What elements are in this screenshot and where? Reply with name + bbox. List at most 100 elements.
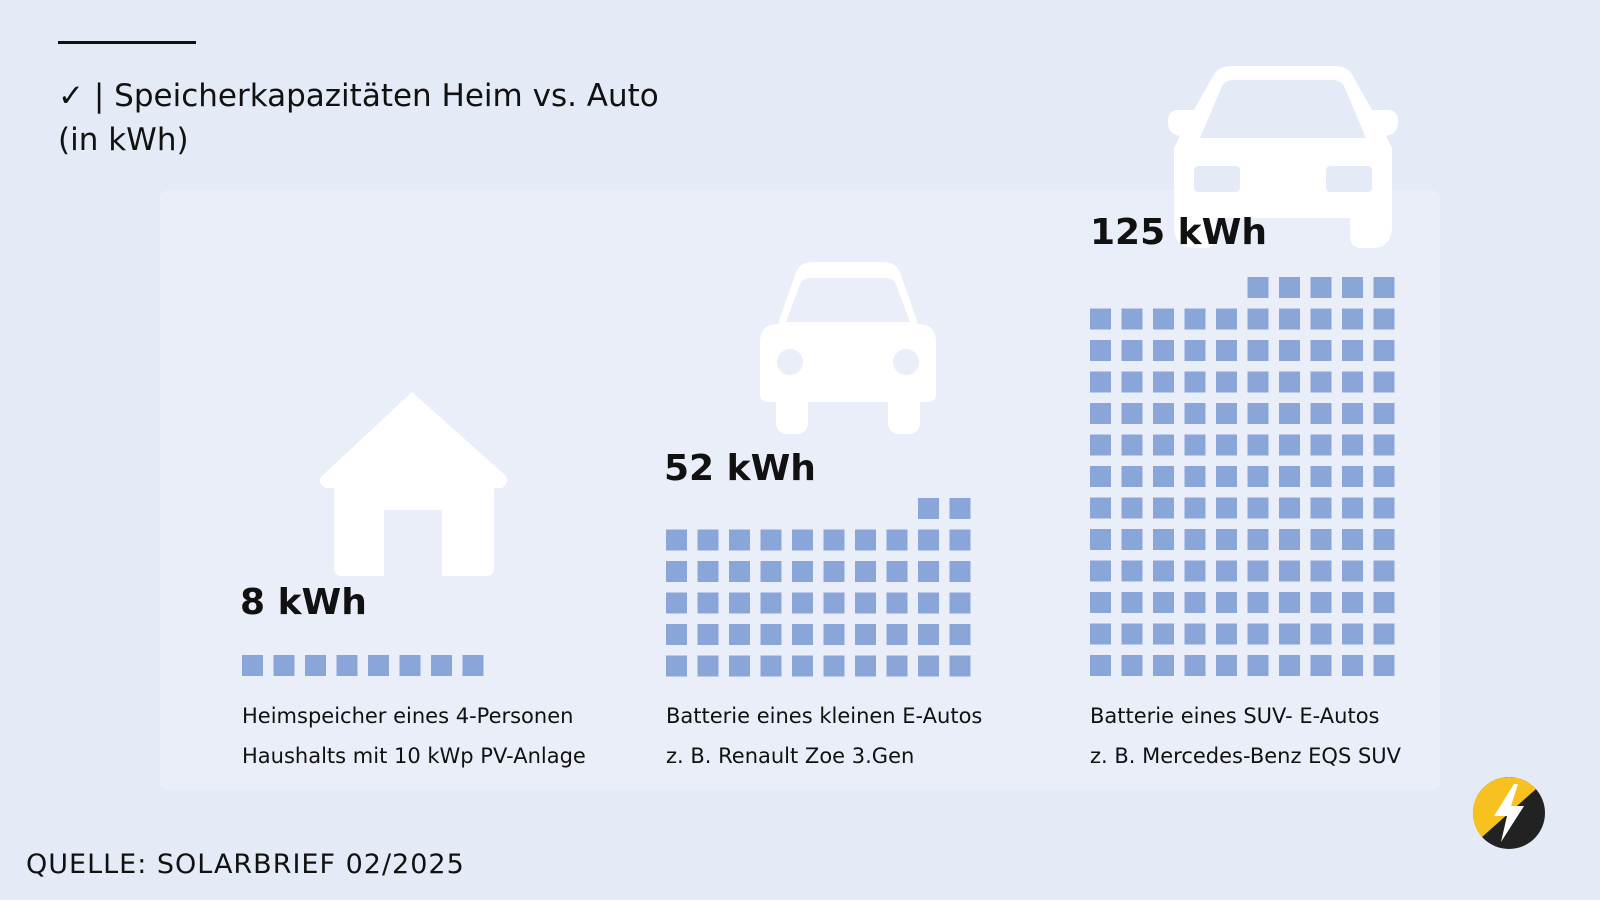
kwh-block-suv: [1216, 623, 1237, 645]
kwh-block-suv: [1310, 560, 1332, 582]
kwh-block-suv: [1342, 308, 1363, 330]
kwh-block-suv: [1153, 403, 1174, 424]
kwh-block-home: [431, 655, 452, 676]
kwh-block-suv: [1184, 592, 1206, 613]
kwh-block-suv: [1184, 434, 1206, 456]
kwh-block-suv: [1247, 655, 1269, 676]
kwh-block-small-car: [729, 623, 750, 645]
kwh-block-suv: [1342, 560, 1363, 582]
kwh-block-suv: [1090, 497, 1111, 519]
kwh-block-suv: [1121, 340, 1143, 361]
kwh-block-suv: [1121, 655, 1143, 676]
kwh-block-small-car: [760, 592, 782, 613]
kwh-block-small-car: [792, 560, 813, 582]
kwh-block-small-car: [886, 623, 908, 645]
kwh-block-suv: [1373, 560, 1395, 582]
value-label-home: 8 kWh: [240, 582, 367, 623]
suv-icon: [1168, 66, 1398, 248]
check-icon: ✓: [58, 78, 84, 114]
kwh-block-small-car: [823, 592, 845, 613]
kwh-block-suv: [1216, 592, 1237, 613]
kwh-block-suv: [1090, 592, 1111, 613]
source-note: QUELLE: SOLARBRIEF 02/2025: [26, 849, 465, 880]
kwh-block-suv: [1090, 529, 1111, 550]
kwh-block-suv: [1279, 403, 1300, 424]
kwh-block-suv: [1310, 308, 1332, 330]
kwh-block-small-car: [918, 529, 939, 550]
kwh-block-small-car: [855, 623, 876, 645]
kwh-block-suv: [1184, 497, 1206, 519]
kwh-block-suv: [1310, 655, 1332, 676]
kwh-block-suv: [1090, 434, 1111, 456]
kwh-block-suv: [1121, 592, 1143, 613]
title-rule: [58, 41, 196, 44]
kwh-block-suv: [1153, 623, 1174, 645]
kwh-block-home: [273, 655, 295, 676]
kwh-block-suv: [1279, 560, 1300, 582]
kwh-block-suv: [1342, 466, 1363, 487]
kwh-block-small-car: [823, 655, 845, 676]
kwh-block-suv: [1247, 308, 1269, 330]
kwh-block-small-car: [729, 592, 750, 613]
kwh-block-suv: [1216, 340, 1237, 361]
kwh-block-suv: [1216, 403, 1237, 424]
kwh-block-suv: [1121, 529, 1143, 550]
house-icon: [319, 392, 508, 576]
caption-home-line-2: Haushalts mit 10 kWp PV-Anlage: [242, 744, 586, 768]
kwh-block-suv: [1216, 434, 1237, 456]
kwh-block-suv: [1279, 623, 1300, 645]
kwh-block-suv: [1310, 371, 1332, 393]
kwh-block-small-car: [949, 592, 971, 613]
kwh-block-suv: [1342, 340, 1363, 361]
kwh-block-suv: [1373, 403, 1395, 424]
title-line-1: Speicherkapazitäten Heim vs. Auto: [114, 78, 659, 114]
kwh-block-suv: [1090, 340, 1111, 361]
kwh-block-suv: [1279, 592, 1300, 613]
kwh-block-suv: [1247, 623, 1269, 645]
kwh-block-suv: [1184, 403, 1206, 424]
kwh-block-suv: [1247, 529, 1269, 550]
kwh-block-suv: [1247, 277, 1269, 298]
kwh-block-suv: [1216, 655, 1237, 676]
kwh-block-small-car: [855, 529, 876, 550]
kwh-block-suv: [1090, 623, 1111, 645]
kwh-block-suv: [1279, 308, 1300, 330]
kwh-block-small-car: [666, 560, 687, 582]
kwh-block-small-car: [697, 655, 719, 676]
kwh-block-suv: [1121, 403, 1143, 424]
kwh-block-suv: [1090, 403, 1111, 424]
kwh-block-suv: [1184, 308, 1206, 330]
kwh-block-small-car: [886, 529, 908, 550]
kwh-block-suv: [1373, 308, 1395, 330]
kwh-block-suv: [1153, 592, 1174, 613]
kwh-block-suv: [1247, 340, 1269, 361]
kwh-block-home: [242, 655, 263, 676]
kwh-block-suv: [1153, 340, 1174, 361]
kwh-block-suv: [1279, 497, 1300, 519]
kwh-block-small-car: [918, 592, 939, 613]
kwh-block-small-car: [949, 655, 971, 676]
kwh-block-suv: [1216, 529, 1237, 550]
kwh-block-suv: [1153, 529, 1174, 550]
kwh-block-suv: [1247, 434, 1269, 456]
kwh-block-small-car: [918, 497, 939, 519]
kwh-block-small-car: [760, 655, 782, 676]
kwh-block-suv: [1153, 434, 1174, 456]
lightning-logo-icon: [1472, 776, 1545, 849]
kwh-block-small-car: [697, 592, 719, 613]
kwh-block-suv: [1310, 466, 1332, 487]
caption-suv-line-1: Batterie eines SUV- E-Autos: [1090, 704, 1380, 728]
kwh-block-suv: [1342, 592, 1363, 613]
kwh-block-small-car: [823, 623, 845, 645]
title-separator: |: [93, 78, 105, 114]
kwh-block-suv: [1216, 560, 1237, 582]
kwh-block-suv: [1121, 434, 1143, 456]
value-label-suv: 125 kWh: [1090, 212, 1267, 253]
kwh-block-small-car: [792, 592, 813, 613]
kwh-block-suv: [1184, 340, 1206, 361]
kwh-block-suv: [1310, 592, 1332, 613]
kwh-block-suv: [1121, 371, 1143, 393]
kwh-blocks-home: [242, 655, 484, 676]
kwh-blocks-small-car: [666, 497, 971, 676]
caption-home-line-1: Heimspeicher eines 4-Personen: [242, 704, 574, 728]
